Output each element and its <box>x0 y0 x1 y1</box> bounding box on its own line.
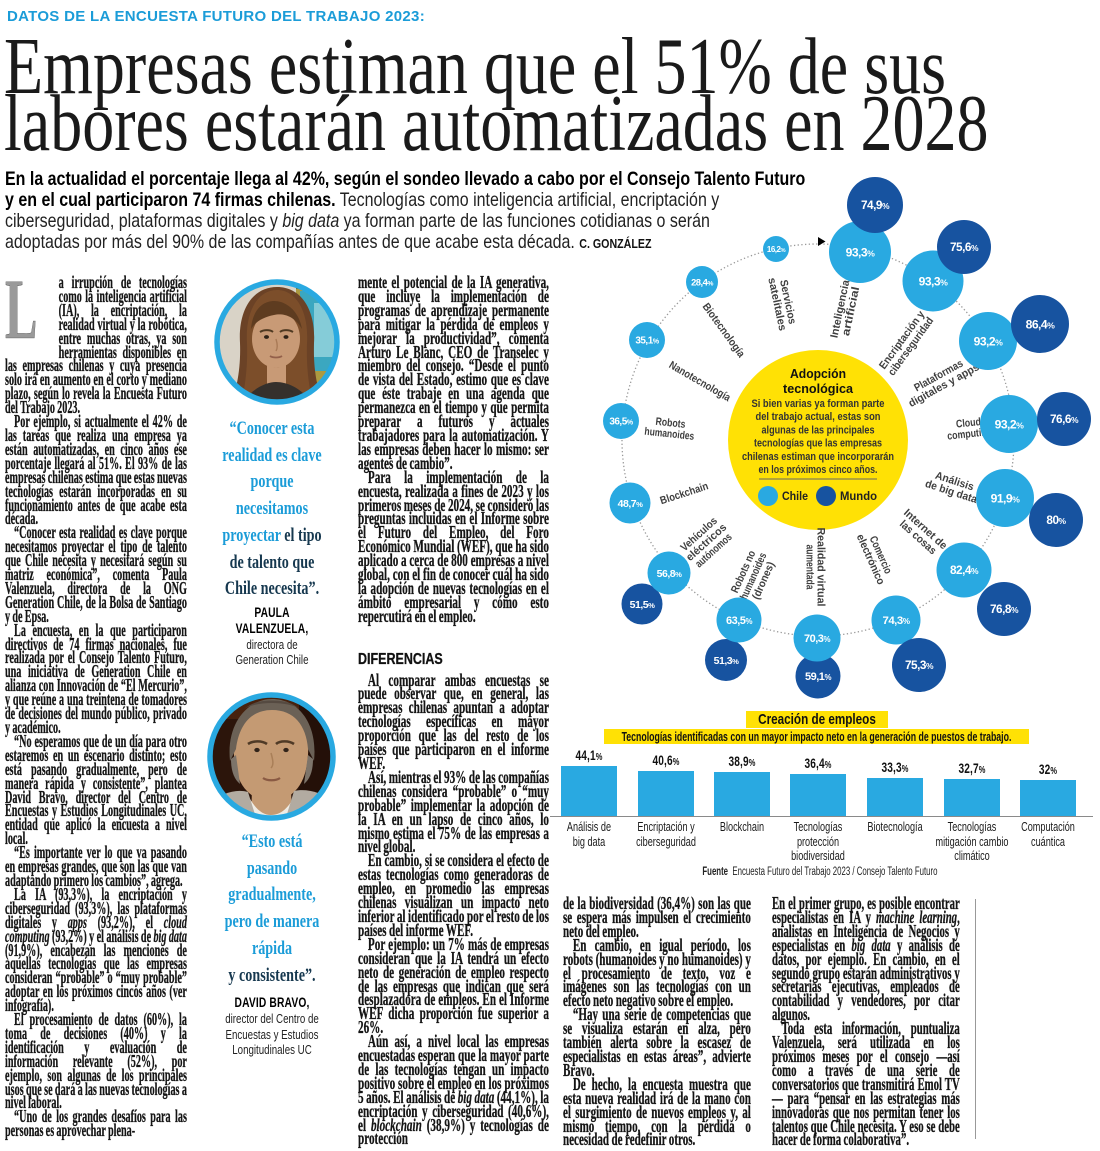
svg-text:80%: 80% <box>1046 513 1066 527</box>
svg-text:36,5%: 36,5% <box>609 417 633 428</box>
svg-text:51,5%: 51,5% <box>630 599 655 611</box>
svg-text:82,4%: 82,4% <box>950 563 979 577</box>
svg-text:Mundo: Mundo <box>840 489 877 503</box>
svg-text:75,3%: 75,3% <box>905 658 934 672</box>
svg-text:86,4%: 86,4% <box>1026 317 1056 331</box>
svg-text:93,2%: 93,2% <box>974 334 1004 348</box>
svg-text:59,1%: 59,1% <box>805 671 831 683</box>
svg-text:93,2%: 93,2% <box>995 417 1025 431</box>
svg-text:Nanotecnología: Nanotecnología <box>667 359 733 404</box>
svg-text:aumentada: aumentada <box>804 545 816 591</box>
svg-text:tecnologías que las empresas: tecnologías que las empresas <box>754 438 882 450</box>
svg-text:76,8%: 76,8% <box>990 602 1019 616</box>
svg-text:16,2%: 16,2% <box>767 245 786 254</box>
svg-text:76,6%: 76,6% <box>1050 412 1079 426</box>
svg-text:48,7%: 48,7% <box>618 498 643 510</box>
svg-text:93,3%: 93,3% <box>846 245 876 259</box>
svg-text:Si bien varias ya forman parte: Si bien varias ya forman parte <box>752 398 885 410</box>
svg-text:Chile: Chile <box>782 489 808 503</box>
svg-text:35,1%: 35,1% <box>635 336 659 347</box>
svg-text:74,9%: 74,9% <box>861 198 890 212</box>
svg-text:91,9%: 91,9% <box>991 491 1021 505</box>
svg-text:93,3%: 93,3% <box>919 274 949 288</box>
svg-text:56,8%: 56,8% <box>657 568 682 580</box>
svg-text:Realidad virtual: Realidad virtual <box>815 528 827 607</box>
svg-text:algunas de las principales: algunas de las principales <box>762 424 875 436</box>
svg-text:chilenas estiman que incorpora: chilenas estiman que incorporarán <box>742 451 894 463</box>
svg-text:tecnológica: tecnológica <box>783 381 854 396</box>
svg-text:74,3%: 74,3% <box>883 615 911 627</box>
svg-text:63,5%: 63,5% <box>726 615 752 627</box>
svg-text:28,4%: 28,4% <box>691 276 713 287</box>
svg-text:Cloud: Cloud <box>955 416 981 431</box>
svg-text:del trabajo actual, estas son: del trabajo actual, estas son <box>756 411 881 423</box>
svg-text:70,3%: 70,3% <box>804 633 830 645</box>
svg-text:Adopción: Adopción <box>790 366 846 381</box>
svg-text:en los próximos cinco años.: en los próximos cinco años. <box>759 464 878 476</box>
svg-text:Robots: Robots <box>655 416 686 431</box>
svg-text:51,3%: 51,3% <box>714 655 739 667</box>
svg-text:75,6%: 75,6% <box>950 240 979 254</box>
svg-text:Blockchain: Blockchain <box>659 480 710 507</box>
svg-text:Biotecnología: Biotecnología <box>700 301 748 360</box>
svg-text:humanoides: humanoides <box>644 426 695 443</box>
